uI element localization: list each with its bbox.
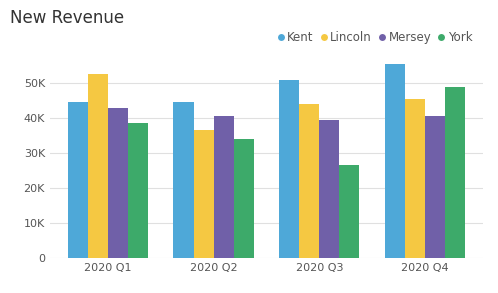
Bar bbox=[173, 102, 194, 258]
Legend: Kent, Lincoln, Mersey, York: Kent, Lincoln, Mersey, York bbox=[273, 26, 477, 49]
Bar bbox=[108, 108, 128, 258]
Bar bbox=[214, 115, 234, 258]
Bar bbox=[88, 74, 108, 258]
Bar bbox=[279, 80, 299, 258]
Bar bbox=[405, 99, 425, 258]
Bar bbox=[445, 86, 465, 258]
Bar bbox=[299, 104, 319, 258]
Bar bbox=[319, 120, 339, 258]
Bar bbox=[339, 165, 360, 258]
Bar bbox=[128, 123, 148, 258]
Bar bbox=[68, 102, 88, 258]
Bar bbox=[425, 115, 445, 258]
Bar bbox=[194, 130, 214, 258]
Bar bbox=[385, 64, 405, 258]
Bar bbox=[234, 139, 254, 258]
Text: New Revenue: New Revenue bbox=[10, 9, 124, 27]
